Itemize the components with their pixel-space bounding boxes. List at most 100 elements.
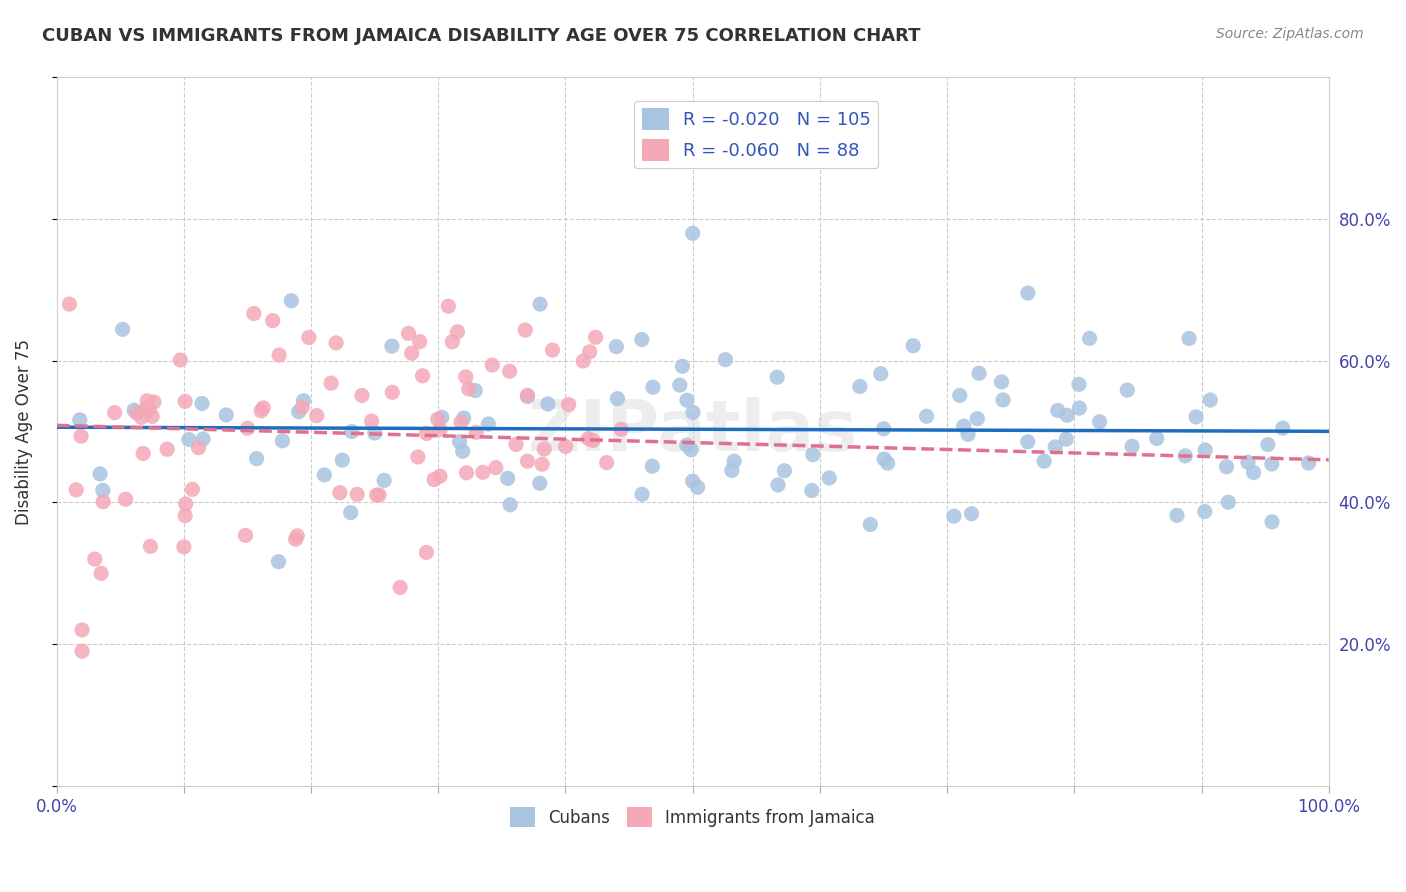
Point — [456, 466, 478, 480]
Point — [578, 344, 600, 359]
Point — [368, 488, 391, 502]
Point — [65, 483, 87, 497]
Point — [869, 367, 891, 381]
Point — [412, 368, 434, 383]
Point — [314, 467, 336, 482]
Point — [957, 427, 980, 442]
Point — [1261, 457, 1284, 471]
Point — [373, 474, 395, 488]
Point — [516, 389, 538, 403]
Point — [766, 478, 789, 492]
Point — [960, 507, 983, 521]
Point — [671, 359, 693, 374]
Point — [451, 444, 474, 458]
Point — [1215, 459, 1237, 474]
Point — [1298, 456, 1320, 470]
Point — [682, 474, 704, 488]
Point — [576, 432, 599, 446]
Point — [291, 400, 314, 414]
Point — [1033, 454, 1056, 468]
Point — [131, 410, 153, 425]
Point — [1218, 495, 1240, 509]
Point — [1257, 437, 1279, 451]
Point — [990, 375, 1012, 389]
Point — [287, 405, 309, 419]
Point — [450, 415, 472, 429]
Point — [250, 404, 273, 418]
Point — [360, 414, 382, 428]
Point — [516, 388, 538, 402]
Point — [582, 434, 605, 448]
Point — [70, 623, 93, 637]
Point — [389, 581, 412, 595]
Point — [235, 528, 257, 542]
Point — [429, 423, 451, 437]
Point — [675, 438, 697, 452]
Point — [631, 487, 654, 501]
Point — [1243, 466, 1265, 480]
Point — [515, 323, 537, 337]
Point — [280, 293, 302, 308]
Point — [174, 497, 197, 511]
Point — [1056, 409, 1078, 423]
Point — [496, 471, 519, 485]
Point — [122, 403, 145, 417]
Point — [872, 422, 894, 436]
Point — [464, 384, 486, 398]
Point — [1054, 432, 1077, 446]
Point — [267, 555, 290, 569]
Point — [1045, 440, 1067, 454]
Point — [554, 440, 576, 454]
Point — [1069, 401, 1091, 416]
Text: Source: ZipAtlas.com: Source: ZipAtlas.com — [1216, 27, 1364, 41]
Point — [174, 508, 197, 523]
Point — [876, 456, 898, 470]
Point — [1078, 331, 1101, 345]
Point — [437, 299, 460, 313]
Point — [668, 378, 690, 392]
Point — [949, 388, 972, 402]
Point — [139, 540, 162, 554]
Point — [409, 334, 432, 349]
Point — [1046, 403, 1069, 417]
Point — [70, 644, 93, 658]
Point — [90, 566, 112, 581]
Point — [529, 476, 551, 491]
Point — [91, 494, 114, 508]
Point — [679, 442, 702, 457]
Point — [305, 409, 328, 423]
Point — [453, 411, 475, 425]
Point — [292, 393, 315, 408]
Point — [485, 460, 508, 475]
Point — [1166, 508, 1188, 523]
Point — [381, 339, 404, 353]
Point — [132, 446, 155, 460]
Y-axis label: Disability Age Over 75: Disability Age Over 75 — [15, 339, 32, 524]
Point — [366, 488, 388, 502]
Point — [967, 366, 990, 380]
Point — [415, 426, 437, 441]
Point — [398, 326, 420, 341]
Point — [585, 330, 607, 344]
Point — [873, 452, 896, 467]
Point — [721, 463, 744, 477]
Point — [477, 417, 499, 431]
Point — [605, 340, 627, 354]
Point — [136, 393, 159, 408]
Point — [457, 382, 479, 396]
Point — [191, 396, 214, 410]
Point — [1088, 415, 1111, 429]
Point — [991, 392, 1014, 407]
Point — [859, 517, 882, 532]
Point — [766, 370, 789, 384]
Point — [498, 364, 520, 378]
Point — [714, 352, 737, 367]
Point — [915, 409, 938, 424]
Point — [595, 456, 617, 470]
Point — [529, 297, 551, 311]
Point — [682, 227, 704, 241]
Point — [1017, 434, 1039, 449]
Point — [723, 454, 745, 468]
Point — [215, 408, 238, 422]
Point — [686, 480, 709, 494]
